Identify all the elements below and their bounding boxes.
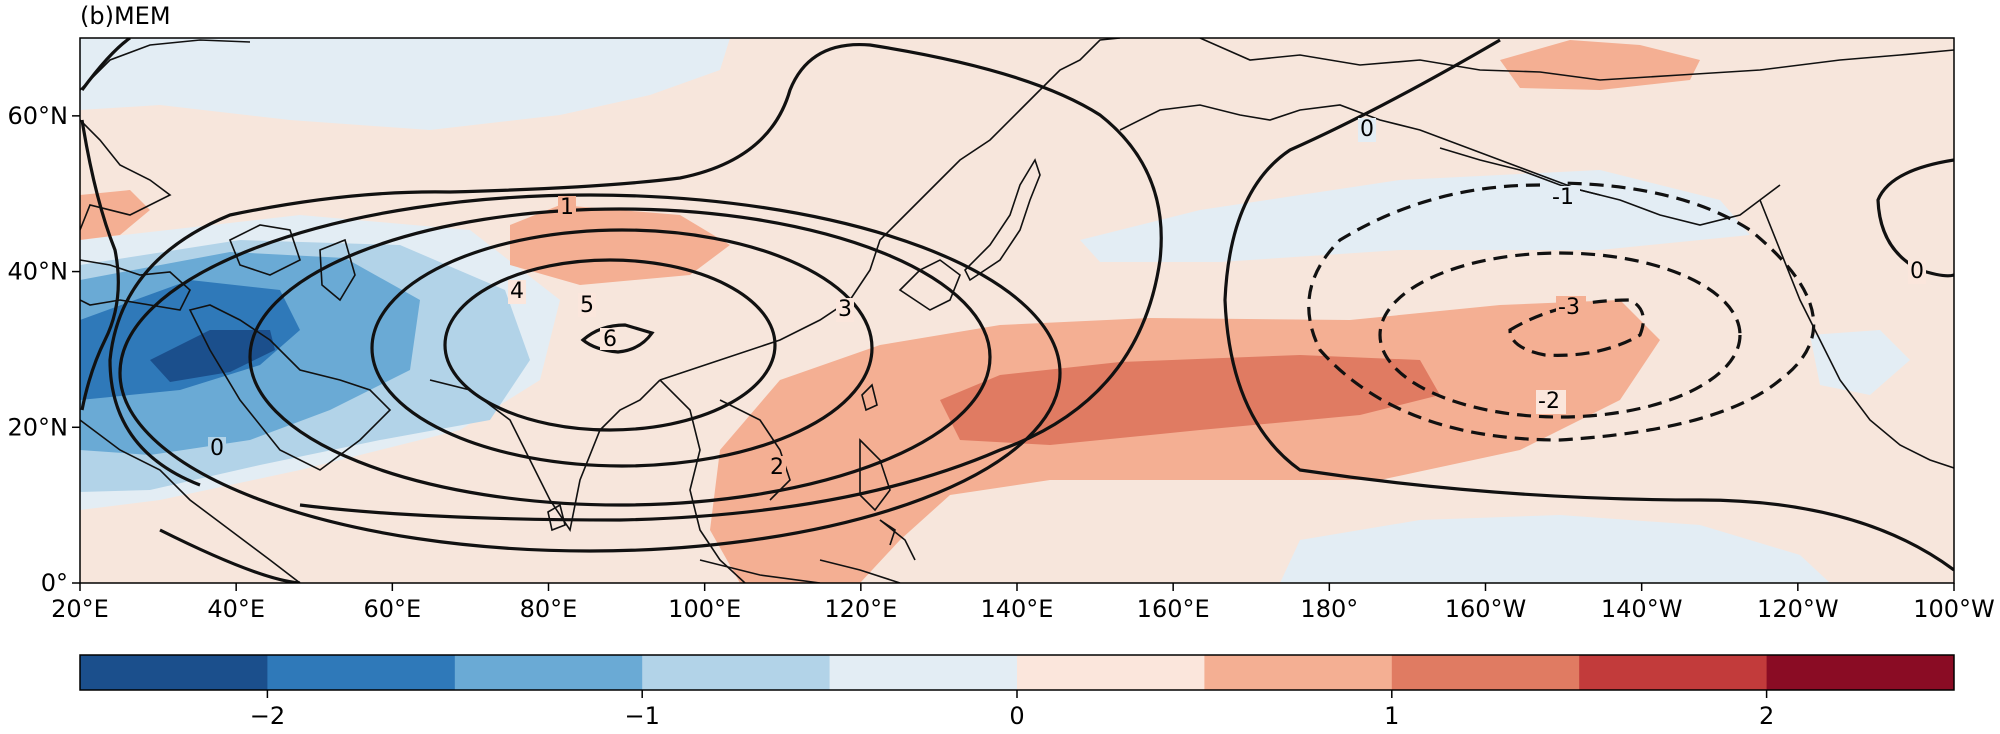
shading-light-blue-south — [1280, 515, 1830, 583]
colorbar-swatch — [642, 655, 831, 690]
contour-label-neg-3: -3 — [1558, 295, 1580, 320]
coast-arctic — [1199, 38, 1954, 81]
coast-kamchatka — [1039, 38, 1121, 91]
contour-label-0-right: 0 — [1910, 259, 1924, 284]
x-tick-label: 100°E — [668, 595, 741, 623]
colorbar-swatch — [1391, 655, 1580, 690]
contour-label-6: 6 — [603, 327, 617, 352]
x-tick-label: 40°E — [207, 595, 265, 623]
contour-5 — [443, 258, 777, 432]
colorbar-swatch — [267, 655, 456, 690]
x-tick-label: 60°E — [363, 595, 421, 623]
shading-light-blue-north — [80, 38, 730, 130]
x-tick-label: 180° — [1300, 595, 1358, 623]
contour-1 — [108, 42, 1163, 522]
coast-europe — [80, 39, 251, 231]
colorbar-swatch — [80, 655, 268, 690]
y-tick-label: 60°N — [8, 102, 69, 130]
shading-light-blue-east — [1810, 330, 1910, 395]
map-axis-ticks: 20°E 40°E 60°E 80°E 100°E 120°E 140°E 160°E 180°… — [8, 102, 1995, 623]
coast-alaska — [1119, 104, 1781, 226]
contour-label-0-pacific: 0 — [1360, 117, 1374, 142]
colorbar-swatch — [1579, 655, 1768, 690]
shading-pink-west — [80, 190, 150, 240]
y-tick-label: 0° — [41, 569, 68, 597]
shading-red-band — [940, 355, 1440, 445]
colorbar-swatch — [1204, 655, 1393, 690]
contour-label-neg-2: -2 — [1538, 389, 1560, 414]
x-tick-label: 120°W — [1757, 595, 1839, 623]
panel-title: (b)MEM — [80, 2, 171, 30]
coast-indonesia — [699, 519, 916, 583]
contour-0-left — [80, 38, 131, 411]
colorbar-tick-label: −2 — [250, 702, 285, 730]
contour-label-neg-1: -1 — [1552, 185, 1574, 210]
contour-label-5: 5 — [580, 293, 594, 318]
shaded-anomaly-field — [80, 38, 1910, 583]
contour-4 — [370, 228, 874, 468]
colorbar-swatch — [1766, 655, 1955, 690]
x-tick-label: 160°W — [1445, 595, 1527, 623]
coast-mediterranean — [80, 259, 191, 311]
contour-0-arc — [159, 528, 301, 583]
coast-taiwan — [861, 383, 878, 412]
shading-pink-central — [510, 205, 730, 285]
coast-se-asia — [659, 379, 791, 583]
contour-labels: 6 5 4 3 2 1 0 0 0 -1 -2 -3 — [208, 117, 1926, 480]
x-tick-label: 160°E — [1137, 595, 1210, 623]
x-tick-label: 140°E — [981, 595, 1054, 623]
coast-japan — [964, 158, 1041, 282]
coast-china — [659, 89, 1041, 381]
shading-blue-4 — [150, 330, 275, 382]
contour-2 — [118, 193, 1062, 553]
contour-label-4: 4 — [510, 279, 524, 304]
coast-philippines — [859, 438, 896, 546]
contour-label-0-left: 0 — [210, 436, 224, 461]
contour-neg-2 — [1378, 251, 1742, 419]
y-tick-label: 20°N — [8, 413, 69, 441]
contour-neg-1 — [1307, 181, 1816, 442]
x-tick-label: 80°E — [520, 595, 578, 623]
contours — [80, 38, 1954, 583]
colorbar-swatch — [1017, 655, 1205, 690]
contour-3 — [248, 207, 992, 507]
x-tick-label: 20°E — [51, 595, 109, 623]
coastlines — [80, 38, 1954, 583]
colorbar-tick-label: 0 — [1009, 702, 1024, 730]
shading-light-blue-pacific — [1080, 170, 1750, 262]
contour-label-3: 3 — [838, 297, 852, 322]
colorbar: −2 −1 0 1 2 — [79, 654, 1955, 730]
colorbar-tick-label: 1 — [1384, 702, 1399, 730]
x-tick-label: 100°W — [1913, 595, 1995, 623]
x-tick-label: 140°W — [1601, 595, 1683, 623]
contour-label-2: 2 — [770, 455, 784, 480]
colorbar-tick-label: 2 — [1759, 702, 1774, 730]
contour-0-right — [1876, 158, 1954, 278]
colorbar-swatch — [454, 655, 643, 690]
coast-sri-lanka — [547, 503, 566, 532]
coast-india — [429, 379, 661, 533]
colorbar-swatch — [829, 655, 1018, 690]
y-tick-label: 40°N — [8, 258, 69, 286]
x-tick-label: 120°E — [824, 595, 897, 623]
coast-arabia — [188, 304, 392, 471]
colorbar-tick-label: −1 — [625, 702, 660, 730]
coast-caspian-black-sea — [228, 224, 356, 302]
contour-0-pacific — [1223, 38, 1954, 572]
contour-label-1: 1 — [560, 195, 574, 220]
coast-africa — [80, 419, 301, 583]
map-plot-area: 6 5 4 3 2 1 0 0 0 -1 -2 -3 — [80, 38, 1954, 583]
